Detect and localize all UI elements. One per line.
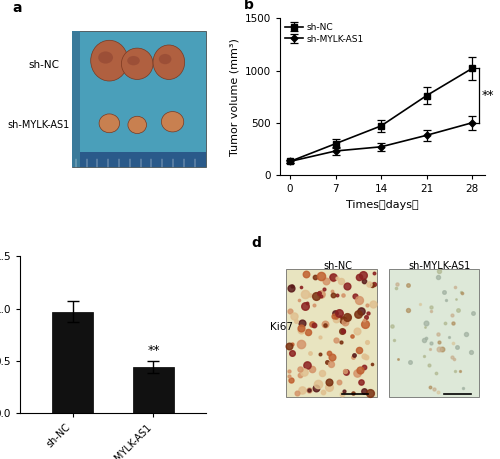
- Text: d: d: [252, 236, 262, 250]
- Ellipse shape: [162, 112, 184, 132]
- Ellipse shape: [90, 40, 128, 81]
- Legend: sh-NC, sh-MYLK-AS1: sh-NC, sh-MYLK-AS1: [285, 23, 364, 44]
- Text: **: **: [147, 344, 160, 357]
- Ellipse shape: [153, 45, 184, 79]
- FancyBboxPatch shape: [389, 269, 479, 397]
- Text: sh-MYLK-AS1: sh-MYLK-AS1: [8, 120, 70, 130]
- Text: a: a: [12, 1, 22, 15]
- FancyBboxPatch shape: [72, 31, 206, 167]
- Ellipse shape: [122, 48, 153, 79]
- Text: b: b: [244, 0, 254, 12]
- Text: **: **: [482, 89, 494, 102]
- Ellipse shape: [99, 114, 119, 133]
- Ellipse shape: [128, 116, 146, 134]
- FancyBboxPatch shape: [286, 269, 376, 397]
- Ellipse shape: [127, 56, 140, 65]
- Bar: [52, 312, 93, 413]
- X-axis label: Times（days）: Times（days）: [346, 200, 419, 210]
- Text: sh-NC: sh-NC: [323, 261, 352, 271]
- Text: sh-MYLK-AS1: sh-MYLK-AS1: [409, 261, 471, 271]
- Ellipse shape: [159, 54, 172, 64]
- Text: sh-NC: sh-NC: [28, 60, 60, 70]
- Bar: [134, 367, 173, 413]
- FancyBboxPatch shape: [72, 31, 80, 167]
- FancyBboxPatch shape: [72, 151, 206, 167]
- Text: Ki67: Ki67: [270, 322, 293, 332]
- Y-axis label: Tumor volume (mm³): Tumor volume (mm³): [230, 38, 239, 156]
- Ellipse shape: [98, 51, 113, 64]
